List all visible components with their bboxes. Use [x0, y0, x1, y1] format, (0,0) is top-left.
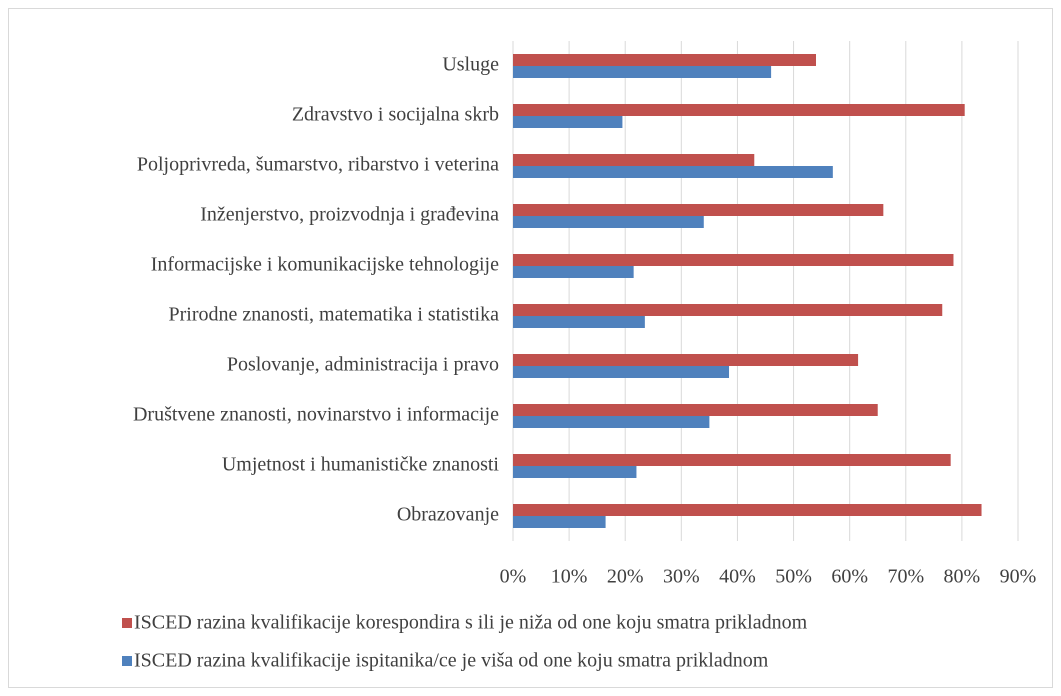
y-tick-label: Društvene znanosti, novinarstvo i inform…: [133, 404, 499, 426]
bar: [513, 154, 755, 166]
legend-swatch: [122, 618, 132, 628]
y-tick-label: Informacijske i komunikacijske tehnologi…: [151, 254, 499, 276]
legend-swatch: [122, 656, 132, 666]
y-tick-label: Usluge: [442, 54, 499, 76]
x-tick-label: 80%: [944, 566, 981, 588]
x-tick-label: 50%: [775, 566, 812, 588]
bar: [513, 204, 884, 216]
y-tick-label: Obrazovanje: [397, 504, 499, 526]
bar: [513, 116, 623, 128]
x-tick-label: 40%: [719, 566, 756, 588]
bar: [513, 516, 606, 528]
bar: [513, 254, 954, 266]
x-tick-label: 10%: [551, 566, 588, 588]
x-tick-label: 70%: [887, 566, 924, 588]
bar: [513, 66, 772, 78]
x-tick-label: 0%: [500, 566, 527, 588]
y-tick-label: Prirodne znanosti, matematika i statisti…: [169, 304, 500, 326]
bar: [513, 404, 878, 416]
bar: [513, 316, 645, 328]
bar: [513, 454, 951, 466]
bar: [513, 466, 637, 478]
x-tick-label: 60%: [831, 566, 868, 588]
bar: [513, 504, 982, 516]
x-tick-label: 20%: [607, 566, 644, 588]
bar: [513, 366, 730, 378]
y-tick-label: Inženjerstvo, proizvodnja i građevina: [200, 204, 499, 226]
legend-label: ISCED razina kvalifikacije korespondira …: [134, 612, 808, 634]
y-tick-label: Poljoprivreda, šumarstvo, ribarstvo i ve…: [137, 154, 499, 176]
bar: [513, 104, 965, 116]
bar: [513, 304, 943, 316]
bar: [513, 416, 710, 428]
x-tick-label: 90%: [1000, 566, 1037, 588]
legend-label: ISCED razina kvalifikacije ispitanika/ce…: [134, 650, 769, 672]
bar: [513, 266, 634, 278]
y-tick-label: Poslovanje, administracija i pravo: [227, 354, 499, 376]
x-tick-label: 30%: [663, 566, 700, 588]
bar: [513, 54, 816, 66]
y-tick-label: Umjetnost i humanističke znanosti: [222, 454, 500, 476]
bar: [513, 216, 704, 228]
bar: [513, 166, 833, 178]
bar: [513, 354, 859, 366]
y-tick-label: Zdravstvo i socijalna skrb: [292, 104, 499, 126]
